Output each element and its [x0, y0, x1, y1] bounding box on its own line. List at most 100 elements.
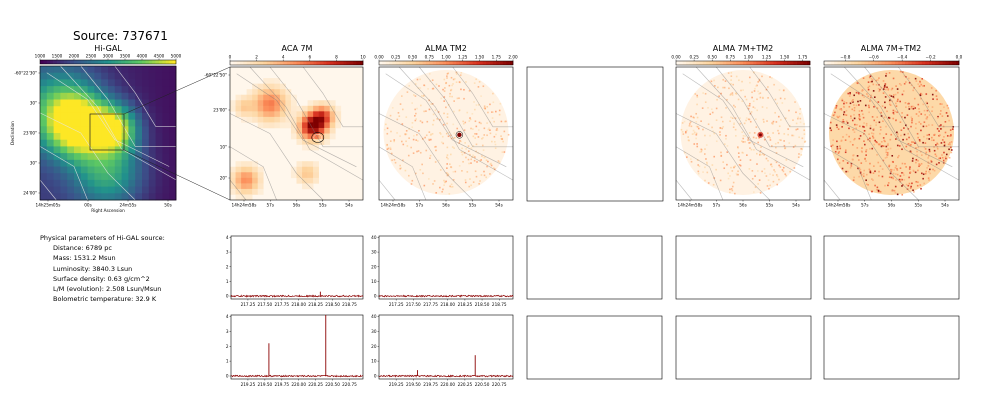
- aca-pixel: [285, 105, 292, 112]
- alma-tm2-map-noise-pixel: [414, 172, 417, 175]
- alma-7m-tm2-residual-map-noise-pixel: [892, 94, 895, 96]
- alma-7m-tm2-residual-map-disc: [829, 70, 954, 195]
- higal-pixel: [94, 112, 102, 120]
- alma-7m-tm2-residual-map-noise-pixel: [888, 164, 891, 167]
- alma-7m-tm2-residual-map-noise-pixel: [927, 165, 930, 167]
- alma-tm2-map-noise-pixel: [470, 184, 472, 187]
- alma-tm2-map-noise-pixel: [481, 137, 483, 140]
- alma-7m-tm2-residual-map-noise-pixel: [881, 105, 884, 107]
- colorbar-segment: [273, 61, 277, 65]
- alma-7m-tm2-residual-map-noise-pixel: [841, 99, 844, 102]
- higal-pixel: [121, 92, 129, 100]
- alma-7m-tm2-map-noise-pixel: [746, 154, 748, 156]
- colorbar-segment: [932, 61, 936, 65]
- alma-7m-tm2-residual-map-noise-pixel: [925, 151, 928, 154]
- alma-7m-tm2-residual-map-noise-pixel: [871, 80, 873, 83]
- colorbar-tick-label: 1.50: [475, 55, 485, 60]
- alma-tm2-map-noise-pixel: [446, 172, 449, 175]
- alma-7m-tm2-residual-map-noise-pixel: [923, 182, 925, 185]
- alma-tm2-map-noise-pixel: [391, 159, 393, 162]
- alma-7m-tm2-map-noise-pixel: [772, 120, 775, 123]
- higal-pixel: [60, 133, 68, 141]
- param-distance: Distance: 6789 pc: [53, 244, 112, 253]
- alma-7m-tm2-residual-map-noise-pixel: [867, 184, 869, 186]
- alma-7m-tm2-map-noise-pixel: [745, 98, 748, 101]
- alma-7m-tm2-map-noise-pixel: [687, 136, 689, 138]
- alma-7m-tm2-residual-map-noise-pixel: [850, 115, 852, 118]
- alma-7m-tm2-residual-map-noise-pixel: [944, 156, 947, 158]
- alma-7m-tm2-map-noise-pixel: [729, 120, 731, 123]
- alma-7m-tm2-map-noise-pixel: [696, 116, 699, 119]
- higal-pixel: [169, 119, 177, 127]
- alma-tm2-map-noise-pixel: [466, 111, 469, 114]
- higal-pixel: [67, 119, 75, 127]
- alma-7m-tm2-residual-map-noise-pixel: [910, 107, 913, 110]
- alma-tm2-map-noise-pixel: [417, 140, 419, 142]
- colorbar-segment: [847, 61, 852, 65]
- alma-7m-tm2-map-noise-pixel: [754, 107, 756, 109]
- higal-pixel: [135, 106, 143, 114]
- aca-pixel: [307, 127, 314, 134]
- higal-pixel: [53, 106, 61, 114]
- higal-pixel: [67, 106, 75, 114]
- higal-pixel: [162, 86, 170, 94]
- alma-7m-tm2-residual-map-noise-pixel: [940, 142, 943, 144]
- alma-7m-tm2-map-noise-pixel: [766, 120, 768, 122]
- alma-7m-tm2-residual-map-noise-pixel: [903, 133, 906, 136]
- higal-pixel: [60, 173, 68, 181]
- higal-pixel: [53, 112, 61, 120]
- higal-pixel: [142, 139, 150, 147]
- alma-7m-tm2-residual-map-noise-pixel: [882, 120, 884, 123]
- alma-7m-tm2-residual-map-noise-pixel: [861, 109, 863, 112]
- alma-7m-tm2-map-noise-pixel: [697, 127, 700, 130]
- alma-tm2-map-noise-pixel: [432, 123, 434, 126]
- contour-line: [114, 65, 176, 127]
- alma-7m-tm2-residual-map-noise-pixel: [940, 128, 942, 130]
- aca-pixel: [252, 161, 259, 168]
- alma-7m-tm2-residual-map-noise-pixel: [899, 70, 902, 73]
- alma-tm2-map-noise-pixel: [503, 151, 506, 153]
- colorbar-segment: [432, 61, 437, 65]
- alma-7m-tm2-residual-map-noise-pixel: [849, 140, 852, 143]
- alma-7m-tm2-map-noise-pixel: [704, 179, 706, 182]
- colorbar-segment: [773, 61, 777, 65]
- alma-7m-tm2-residual-map-noise-pixel: [923, 121, 926, 123]
- alma-7m-tm2-map-noise-pixel: [732, 83, 734, 86]
- alma-tm2-map-noise-pixel: [488, 127, 490, 130]
- colorbar-segment: [935, 61, 940, 65]
- alma-tm2-map-noise-pixel: [419, 120, 422, 122]
- aca-pixel: [252, 100, 259, 107]
- higal-pixel: [148, 193, 156, 201]
- alma-7m-tm2-residual-map-noise-pixel: [881, 168, 884, 170]
- higal-pixel: [53, 79, 61, 87]
- alma-7m-tm2-map-noise-pixel: [721, 127, 724, 130]
- alma-tm2-spectrum-upper-trace: [378, 294, 514, 298]
- alma-tm2-map-noise-pixel: [480, 174, 483, 176]
- aca-pixel: [252, 89, 259, 96]
- x-tick-label: 24m55s: [120, 203, 137, 208]
- alma-tm2-map-noise-pixel: [463, 152, 466, 154]
- aca-pixel: [246, 94, 253, 101]
- alma-7m-tm2-residual-map-noise-pixel: [906, 114, 909, 116]
- alma-7m-tm2-residual-map-noise-pixel: [905, 145, 908, 148]
- alma-7m-tm2-residual-map-noise-pixel: [936, 117, 939, 119]
- aca-pixel: [241, 94, 247, 101]
- alma-7m-tm2-map-noise-pixel: [692, 129, 695, 132]
- alma-7m-tm2-residual-map-noise-pixel: [937, 115, 939, 118]
- higal-pixel: [40, 72, 48, 80]
- alma-7m-tm2-map-noise-pixel: [760, 146, 762, 148]
- higal-pixel: [114, 66, 122, 74]
- alma-tm2-map-noise-pixel: [424, 136, 426, 139]
- alma-7m-tm2-residual-map-noise-pixel: [875, 124, 877, 126]
- alma-tm2-map-noise-pixel: [481, 144, 484, 147]
- alma-7m-tm2-residual-map-noise-pixel: [923, 135, 925, 138]
- alma-7m-tm2-map-noise-pixel: [766, 107, 768, 109]
- colorbar-segment: [729, 61, 734, 65]
- y-tick-label: 1: [226, 279, 229, 284]
- alma-7m-tm2-map-noise-pixel: [720, 151, 722, 154]
- colorbar-tick-label: 4500: [154, 54, 165, 59]
- alma-7m-tm2-map-noise-pixel: [748, 132, 751, 134]
- higal-pixel: [80, 179, 88, 187]
- higal-pixel: [40, 92, 48, 100]
- alma-7m-tm2-residual-map-noise-pixel: [950, 134, 952, 136]
